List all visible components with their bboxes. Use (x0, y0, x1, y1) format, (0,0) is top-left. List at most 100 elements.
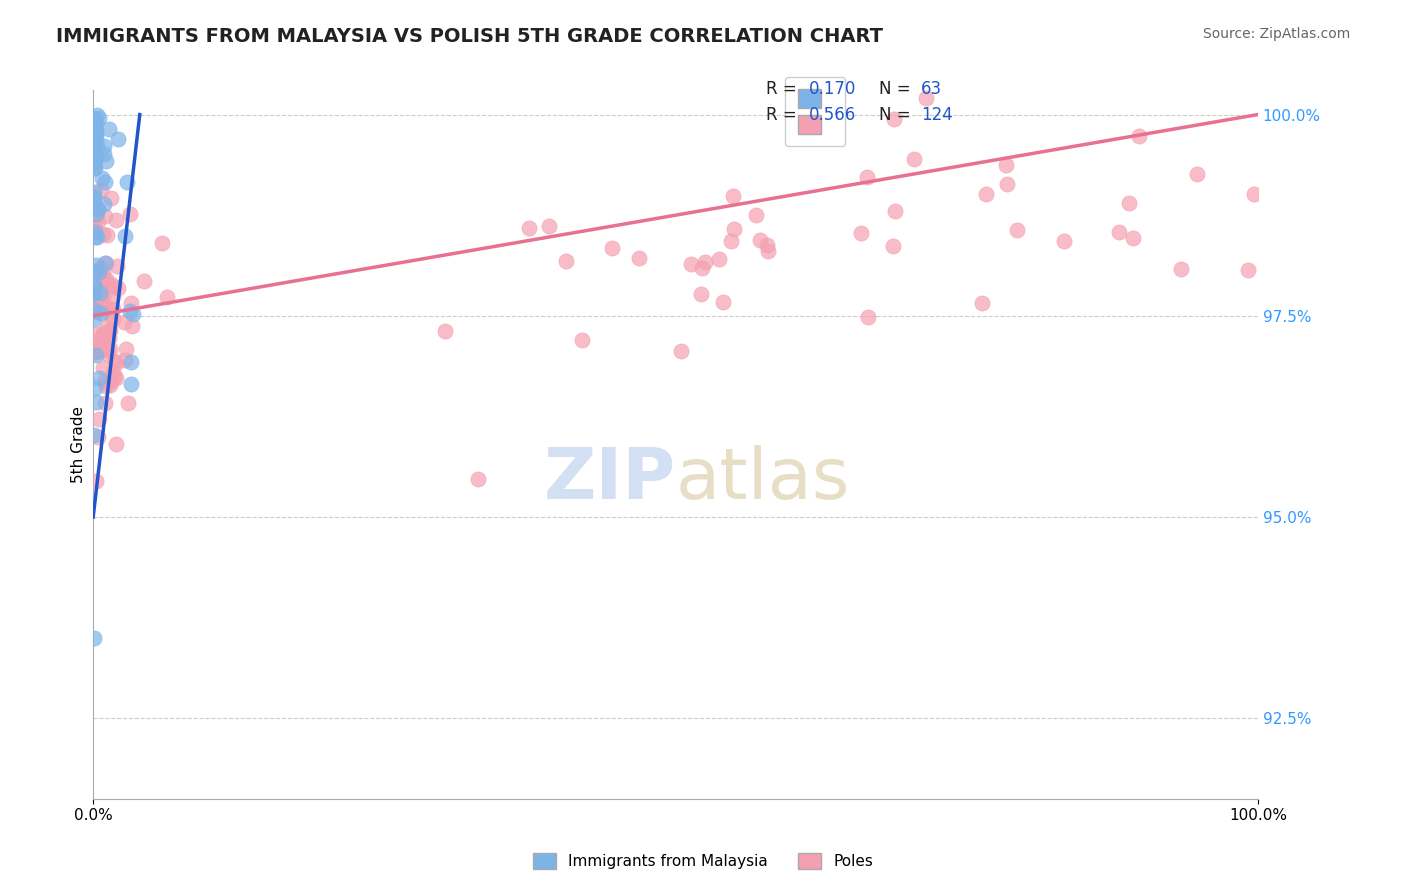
Legend: , : , (786, 77, 845, 146)
Point (849, 226, 872, 240)
Point (83, 211, 105, 226)
Point (83, 219, 105, 234)
Point (970, 296, 993, 310)
Point (915, 91, 938, 105)
Point (83, 112, 105, 126)
Point (83, 155, 105, 169)
Point (89, 287, 111, 301)
Point (86, 126, 108, 140)
Point (107, 280, 129, 294)
Point (91, 326, 114, 340)
Point (83, 121, 105, 136)
Point (756, 237, 779, 252)
Point (91, 301, 114, 315)
Point (107, 132, 129, 146)
Point (84, 149, 107, 163)
Point (98, 378, 121, 392)
Point (103, 279, 125, 293)
Point (600, 241, 623, 255)
Point (156, 290, 179, 304)
Point (87, 412, 110, 426)
Point (94, 378, 117, 392)
Point (554, 254, 576, 268)
Point (883, 204, 905, 219)
Point (120, 376, 142, 391)
Point (120, 296, 142, 310)
Point (517, 221, 540, 235)
Point (467, 472, 489, 486)
Point (83, 117, 105, 131)
Point (96, 276, 118, 290)
Point (84, 230, 107, 244)
Point (83, 631, 105, 645)
Point (98, 342, 121, 356)
Point (882, 239, 904, 253)
Point (91, 331, 114, 345)
Point (89, 265, 111, 279)
Point (94, 209, 117, 223)
Point (118, 304, 141, 318)
Point (94, 256, 117, 270)
Y-axis label: 5th Grade: 5th Grade (72, 406, 86, 483)
Point (84, 334, 107, 349)
Text: N =: N = (879, 106, 910, 124)
Point (86, 336, 108, 351)
Point (87, 214, 110, 228)
Point (91, 276, 114, 290)
Point (1007, 223, 1029, 237)
Point (93, 197, 115, 211)
Point (98, 323, 121, 337)
Point (96, 153, 118, 168)
Point (91, 227, 114, 241)
Point (150, 236, 173, 251)
Point (98, 375, 121, 389)
Point (83, 277, 105, 292)
Point (90, 260, 112, 274)
Point (86, 289, 108, 303)
Point (83, 280, 105, 294)
Point (121, 307, 143, 321)
Point (756, 244, 779, 258)
Point (84, 395, 107, 409)
Point (627, 251, 650, 265)
Point (86, 288, 108, 302)
Point (89, 286, 111, 301)
Point (83, 142, 105, 156)
Point (89, 182, 111, 196)
Point (104, 371, 127, 385)
Point (86, 115, 108, 129)
Point (84, 123, 107, 137)
Point (98, 121, 121, 136)
Point (89, 293, 111, 307)
Point (433, 324, 456, 338)
Point (121, 318, 143, 333)
Point (883, 112, 905, 126)
Point (83, 285, 105, 300)
Point (97, 331, 120, 345)
Point (83, 156, 105, 170)
Point (721, 189, 744, 203)
Point (83, 304, 105, 318)
Point (101, 365, 124, 379)
Point (86, 207, 108, 221)
Point (114, 353, 136, 368)
Text: atlas: atlas (675, 445, 849, 515)
Text: IMMIGRANTS FROM MALAYSIA VS POLISH 5TH GRADE CORRELATION CHART: IMMIGRANTS FROM MALAYSIA VS POLISH 5TH G… (56, 27, 883, 45)
Point (745, 208, 768, 222)
Point (86, 259, 108, 273)
Point (87, 430, 110, 444)
Point (538, 219, 561, 233)
Point (87, 111, 110, 125)
Point (84, 153, 107, 168)
Point (84, 128, 107, 143)
Point (115, 342, 138, 356)
Point (84, 474, 107, 488)
Point (84, 300, 107, 314)
Point (90, 306, 112, 320)
Point (669, 343, 692, 358)
Point (83, 117, 105, 131)
Point (98, 306, 121, 320)
Point (1185, 167, 1208, 181)
Point (89, 300, 111, 314)
Point (115, 175, 138, 189)
